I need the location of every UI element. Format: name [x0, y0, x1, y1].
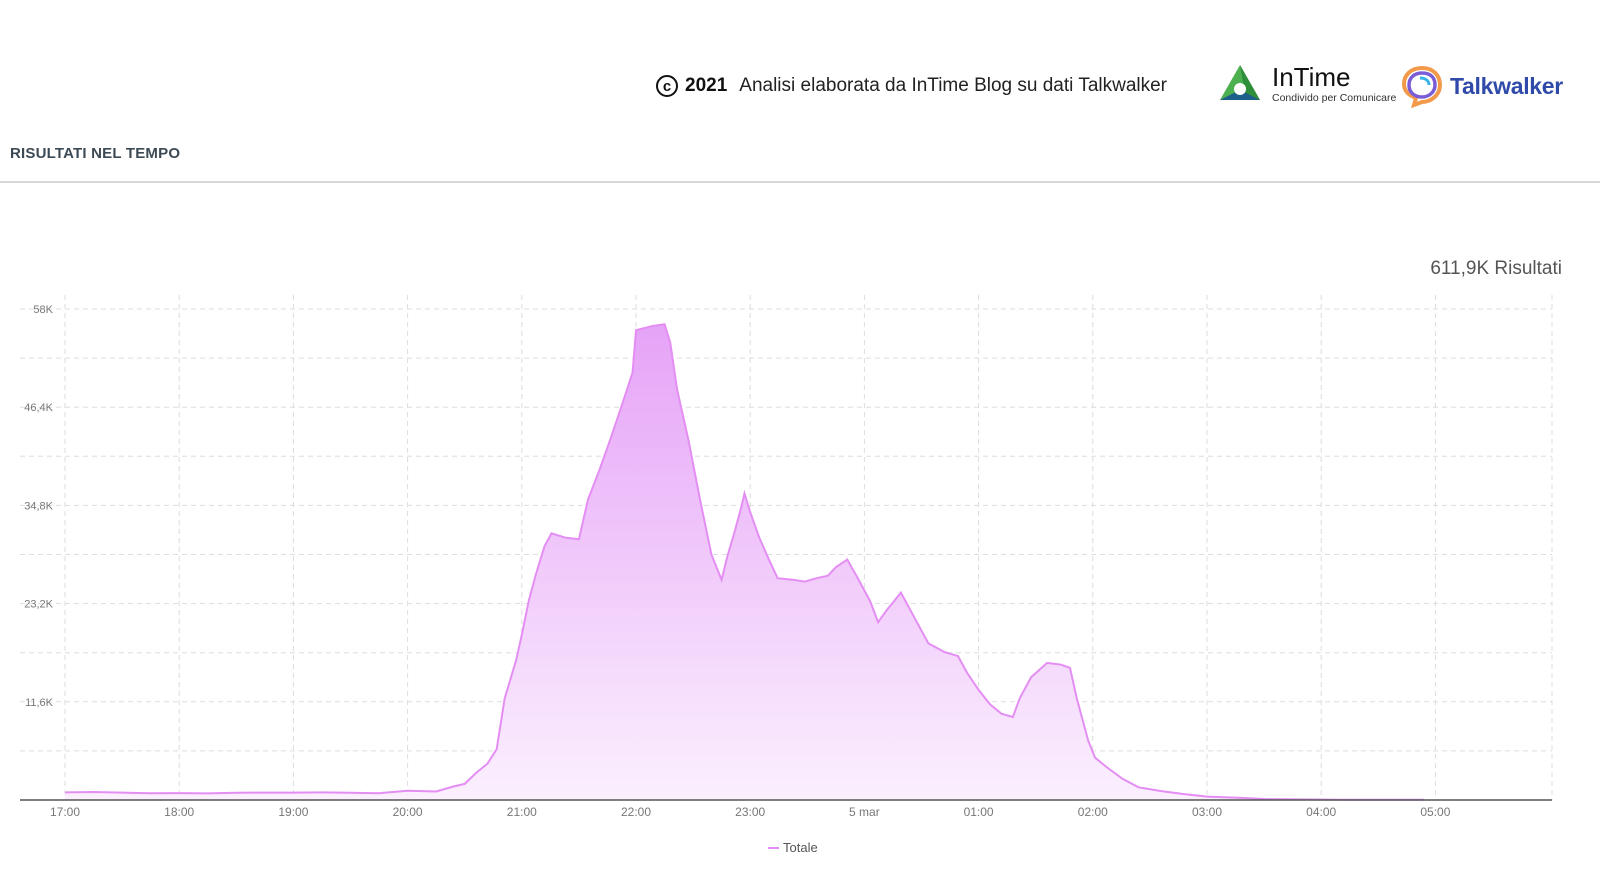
legend-swatch	[768, 846, 779, 849]
intime-logo-icon	[1220, 65, 1260, 100]
y-tick-label: 34,8K	[24, 500, 53, 512]
y-tick-label: 23,2K	[24, 599, 53, 611]
intime-brand: InTime Condivido per Comunicare	[1218, 62, 1396, 106]
intime-subtitle: Condivido per Comunicare	[1272, 92, 1397, 105]
x-tick-label: 17:00	[50, 805, 80, 819]
x-tick-label: 22:00	[621, 805, 651, 819]
x-tick-label: 5 mar	[849, 805, 880, 819]
y-tick-label: 58K	[33, 304, 53, 316]
x-tick-label: 18:00	[164, 805, 194, 819]
total-results: 611,9K Risultati	[1430, 258, 1562, 279]
x-tick-label: 19:00	[278, 805, 308, 819]
results-area-chart: 58K 46,4K 34,8K 23,2K 11,6K 17:00 18:00 19:00 20…	[20, 295, 1553, 819]
series-line-totale	[64, 323, 1425, 801]
intime-name: InTime	[1272, 62, 1351, 93]
x-tick-label: 20:00	[393, 805, 423, 819]
talkwalker-logo-icon	[1401, 65, 1443, 108]
x-tick-label: 23:00	[735, 805, 765, 819]
y-tick-label: 11,6K	[25, 697, 54, 709]
chart-legend[interactable]: Totale	[768, 840, 818, 855]
talkwalker-name: Talkwalker	[1450, 72, 1563, 99]
credit-text: Analisi elaborata da InTime Blog su dati…	[739, 75, 1168, 96]
x-tick-label: 04:00	[1306, 805, 1336, 819]
copyright-year: 2021	[685, 75, 728, 96]
x-tick-label: 05:00	[1420, 805, 1450, 819]
copyright-credit: c 2021 Analisi elaborata da InTime Blog …	[656, 62, 1167, 110]
x-tick-label: 03:00	[1192, 805, 1222, 819]
legend-label-totale: Totale	[783, 840, 818, 855]
section-divider	[0, 181, 1600, 183]
x-tick-label: 01:00	[964, 805, 994, 819]
y-tick-label: 46,4K	[24, 402, 53, 414]
section-title: RISULTATI NEL TEMPO	[10, 145, 181, 162]
copyright-icon: c	[656, 75, 678, 97]
series-area-totale	[65, 324, 1424, 800]
x-tick-label: 21:00	[507, 805, 537, 819]
x-tick-label: 02:00	[1078, 805, 1108, 819]
talkwalker-brand: Talkwalker	[1400, 64, 1563, 108]
